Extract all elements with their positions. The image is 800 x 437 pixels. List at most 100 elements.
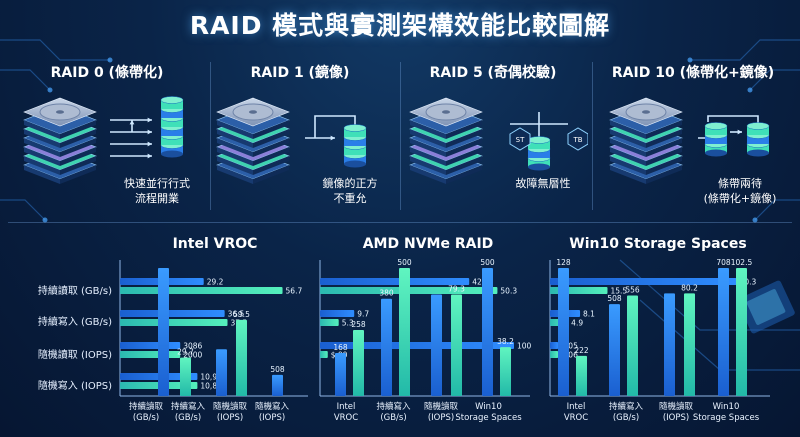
h-bar-value: 4.9 [571,319,583,328]
h-bar [320,278,470,285]
raid5-caption-line1: 故障無層性 [515,177,571,190]
h-bar-value: 100 [517,342,532,351]
h-bar-value: 1.05 [561,342,578,351]
chart-panel: 42.350.39.75.3100$.0016825838050079.3500… [319,258,532,423]
disk-stack-icon [609,97,683,184]
v-bar [451,294,462,396]
category-label: (IOPS) [217,413,243,423]
raid0-panel: RAID 0 (條帶化) 快速並行行式 流程開業 [12,52,202,212]
chart-panel: 29.256.736.537.53086200010,95210,85229.7… [119,260,308,423]
h-bar-value: 5.3 [342,319,354,328]
category-label: Storage Spaces [455,413,522,423]
database-icon [343,124,367,168]
h-bar [550,351,559,358]
h-bar-value: 36.5 [228,310,245,319]
h-bar-value: 8.1 [583,310,595,319]
category-label: 持續讀取 [129,401,164,412]
v-bar-value: 222 [574,346,589,355]
category-label: Intel [337,402,356,412]
chart-title-win10-storage-spaces: Win10 Storage Spaces [569,236,747,252]
category-label: 隨機寫入 [255,401,290,412]
h-bar [120,319,228,326]
arrowhead-icon [147,117,152,123]
h-bar-value: 42.3 [472,278,489,287]
h-bar [120,351,181,358]
raid10-panel: RAID 10 (條帶化+鏡像) 條帶兩待 (條帶化+鏡像) [598,52,788,212]
v-bar [664,293,675,396]
divider [400,62,401,210]
category-label: VROC [564,413,588,423]
raid10-caption: 條帶兩待 (條帶化+鏡像) [690,176,790,206]
v-bar-value: 59.5 [233,310,250,319]
raid0-diagram [23,96,184,184]
category-label: (GB/s) [380,413,406,423]
h-bar [320,310,355,317]
disk-stack-icon [409,97,483,184]
v-bar-value: 556 [625,285,640,294]
category-label: (IOPS) [663,413,689,423]
v-bar-value: 168 [333,343,348,352]
v-bar-value: 102.5 [731,258,753,267]
raid0-label: RAID 0 (條帶化) [50,65,164,81]
disk-stack-icon [23,97,97,184]
v-bar-value: 258 [351,320,366,329]
raid0-caption-line1: 快速並行行式 [124,177,190,190]
v-bar-value: 29.7 [177,348,194,357]
v-bar [684,293,695,396]
arrowhead-icon [147,141,152,147]
v-bar-value: 38.2 [497,337,514,346]
arrowhead-icon [147,153,152,159]
h-bar-value: 50.3 [740,278,757,287]
h-bar-value: 50.3 [500,287,517,296]
v-bar-value: 79.3 [448,284,465,293]
arrowhead-icon [330,135,335,141]
raid5-diagram: ST TB [409,97,588,184]
row-label-seq-write: 持續寫入 (GB/s) [37,317,112,328]
raid1-caption-line1: 鏡像的正方 [322,177,378,190]
v-bar [576,355,587,396]
section-divider [8,222,792,223]
arrow-icon [510,112,568,138]
v-bar-value: 500 [397,258,412,267]
v-bar-value: 80.2 [681,283,698,292]
h-bar-value: 29.2 [207,278,224,287]
chart-title-intel-vroc: Intel VROC [172,236,258,252]
row-label-rand-read: 隨機讀取 (IOPS) [37,350,112,361]
divider [210,62,211,210]
arrowhead-icon [147,129,152,135]
row-label-seq-read: 持續讀取 (GB/s) [37,286,112,297]
h-bar-value: 3086 [183,342,202,351]
v-bar [558,268,569,396]
category-label: 持續寫入 [376,401,411,412]
h-bar [320,342,514,349]
category-label: (GB/s) [175,413,201,423]
category-label: Storage Spaces [693,413,760,423]
raid5-panel: RAID 5 (奇偶校驗) ST TB 故障無層性 [398,52,588,212]
row-label-rand-write: 隨機寫入 (IOPS) [37,381,112,392]
raid1-diagram [216,97,367,184]
h-bar [120,287,283,294]
raid10-label: RAID 10 (條帶化+鏡像) [611,65,775,81]
v-bar [736,268,747,396]
category-label: 隨機讀取 [424,401,459,412]
database-icon [704,122,728,157]
v-bar [482,268,493,396]
v-bar [718,268,729,396]
h-bar-value: 56.7 [286,287,303,296]
v-bar-value: 128 [556,258,571,267]
v-bar-value: 500 [480,258,495,267]
database-icon [527,136,551,171]
category-label: (IOPS) [428,413,454,423]
h-bar [550,342,559,349]
raid1-caption: 鏡像的正方 不重允 [305,176,395,206]
hexagon-badge-icon [509,127,531,151]
v-bar [500,347,511,396]
v-bar [216,349,227,396]
category-label: (GB/s) [133,413,159,423]
h-bar-value: 0.06 [561,351,578,360]
page-title: RAID 模式與實測架構效能比較圖解 [189,11,611,40]
v-bar [627,295,638,396]
raid1-caption-line2: 不重允 [333,192,367,205]
chart-title-amd-nvme-raid: AMD NVMe RAID [362,236,494,252]
